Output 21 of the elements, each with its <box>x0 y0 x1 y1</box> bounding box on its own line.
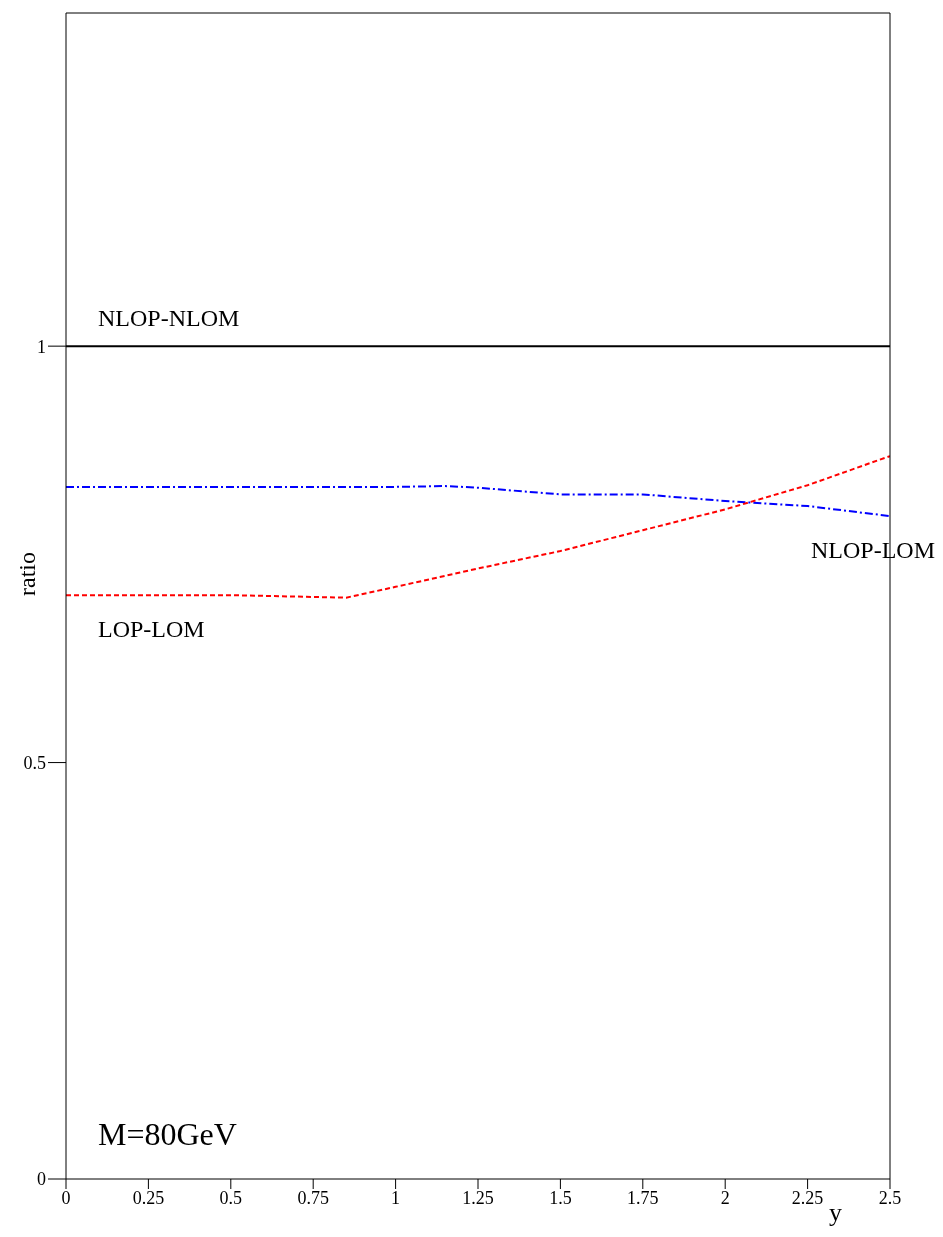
y-tick-label: 1 <box>37 336 46 357</box>
x-tick-label: 1.25 <box>462 1187 494 1208</box>
x-tick-label: 2 <box>720 1187 730 1208</box>
series-label: NLOP-NLOM <box>98 305 240 332</box>
series-label: LOP-LOM <box>98 616 205 643</box>
x-tick-label: 0.75 <box>297 1187 329 1208</box>
y-axis-title: ratio <box>13 552 40 596</box>
x-tick-label: 0.25 <box>132 1187 165 1208</box>
y-tick-label: 0.5 <box>23 752 46 773</box>
x-tick-label: 2.5 <box>878 1187 902 1208</box>
y-tick-label: 0 <box>37 1169 46 1190</box>
x-tick-label: 2.25 <box>791 1187 824 1208</box>
x-tick-label: 1 <box>391 1187 401 1208</box>
annotation: M=80GeV <box>98 1116 237 1153</box>
x-tick-label: 1.5 <box>549 1187 572 1208</box>
x-axis-title: y <box>829 1198 842 1227</box>
x-tick-label: 0.5 <box>219 1187 243 1208</box>
x-tick-label: 0 <box>61 1187 71 1208</box>
x-tick-label: 1.75 <box>627 1187 659 1208</box>
series-label: NLOP-LOM <box>811 537 935 564</box>
line-series <box>66 485 890 518</box>
